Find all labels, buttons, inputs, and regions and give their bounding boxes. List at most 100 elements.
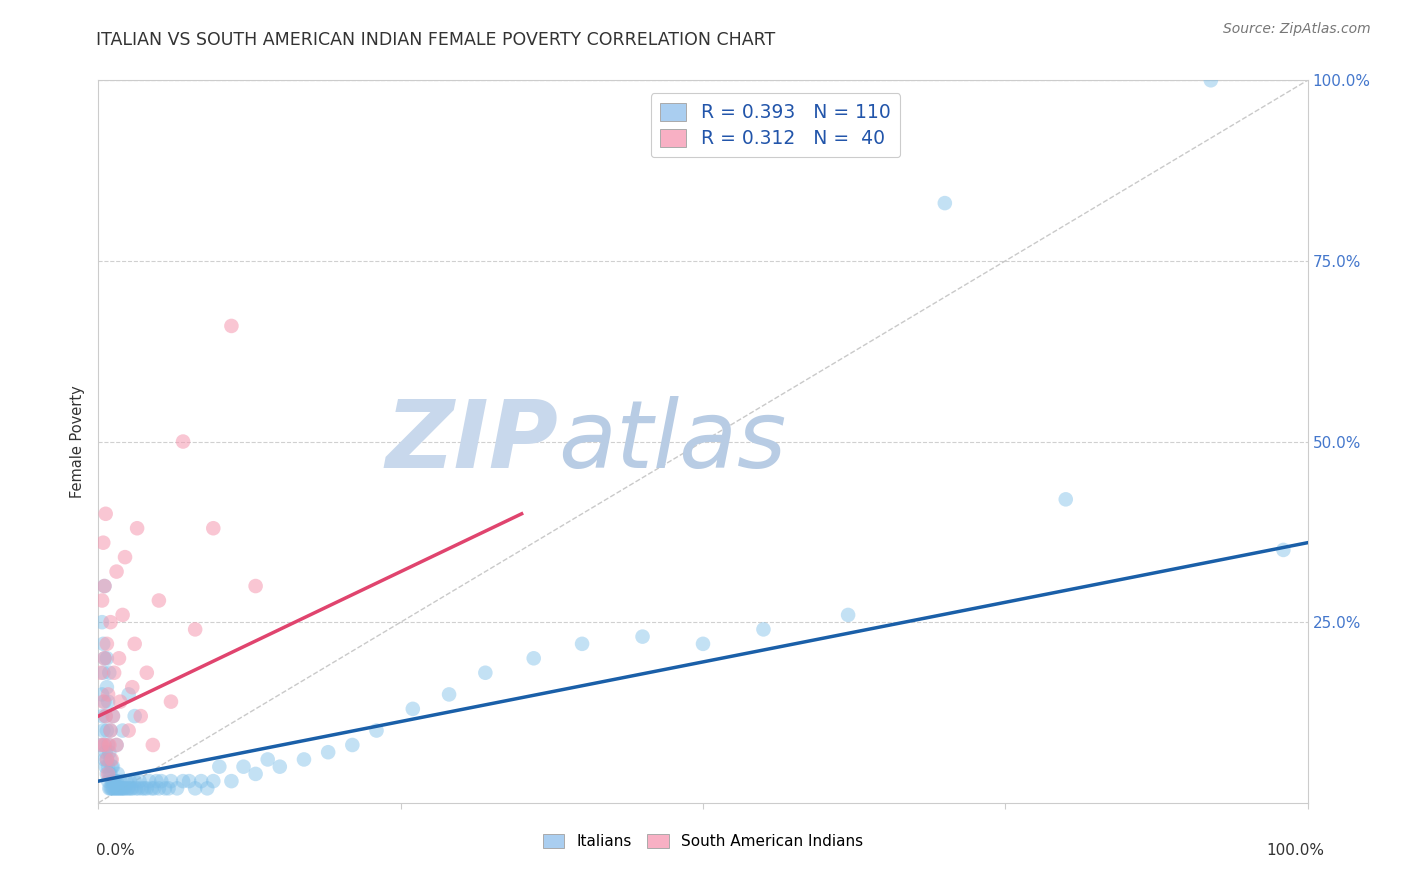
Point bbox=[104, 774, 127, 789]
Point bbox=[143, 781, 166, 796]
Point bbox=[1272, 542, 1295, 557]
Point bbox=[94, 709, 117, 723]
Point bbox=[1054, 492, 1077, 507]
Point bbox=[166, 781, 188, 796]
Point bbox=[101, 709, 124, 723]
Point bbox=[97, 687, 120, 701]
Point bbox=[98, 781, 121, 796]
Point bbox=[108, 781, 131, 796]
Text: ITALIAN VS SOUTH AMERICAN INDIAN FEMALE POVERTY CORRELATION CHART: ITALIAN VS SOUTH AMERICAN INDIAN FEMALE … bbox=[96, 31, 775, 49]
Point bbox=[127, 781, 149, 796]
Point bbox=[93, 579, 115, 593]
Point bbox=[97, 738, 120, 752]
Point bbox=[93, 651, 115, 665]
Point bbox=[104, 781, 127, 796]
Point bbox=[100, 752, 122, 766]
Point bbox=[91, 723, 114, 738]
Point bbox=[148, 593, 170, 607]
Point bbox=[103, 774, 125, 789]
Point bbox=[110, 781, 132, 796]
Point bbox=[97, 774, 120, 789]
Point bbox=[98, 665, 121, 680]
Point bbox=[148, 781, 170, 796]
Point bbox=[118, 723, 141, 738]
Point bbox=[94, 507, 117, 521]
Point bbox=[124, 637, 146, 651]
Point bbox=[120, 781, 142, 796]
Point bbox=[91, 665, 114, 680]
Point bbox=[172, 434, 194, 449]
Point bbox=[135, 665, 157, 680]
Point bbox=[103, 665, 125, 680]
Point bbox=[96, 723, 118, 738]
Point bbox=[105, 565, 128, 579]
Point bbox=[93, 579, 115, 593]
Point bbox=[269, 760, 291, 774]
Point bbox=[145, 774, 167, 789]
Point bbox=[342, 738, 364, 752]
Point bbox=[474, 665, 496, 680]
Point bbox=[101, 781, 124, 796]
Point bbox=[100, 767, 122, 781]
Point bbox=[232, 760, 254, 774]
Point bbox=[105, 774, 128, 789]
Point bbox=[91, 593, 114, 607]
Point bbox=[96, 651, 118, 665]
Point bbox=[138, 774, 160, 789]
Point bbox=[752, 623, 775, 637]
Point bbox=[100, 615, 122, 630]
Point bbox=[111, 607, 134, 622]
Point bbox=[631, 630, 654, 644]
Point bbox=[108, 774, 131, 789]
Point bbox=[117, 781, 139, 796]
Point bbox=[121, 781, 143, 796]
Legend: Italians, South American Indians: Italians, South American Indians bbox=[536, 826, 870, 856]
Point bbox=[141, 781, 163, 796]
Point bbox=[134, 781, 156, 796]
Point bbox=[366, 723, 388, 738]
Point bbox=[97, 767, 120, 781]
Point bbox=[100, 774, 122, 789]
Point bbox=[105, 738, 128, 752]
Point bbox=[96, 752, 118, 766]
Text: 100.0%: 100.0% bbox=[1267, 843, 1324, 858]
Point bbox=[108, 651, 131, 665]
Point bbox=[96, 637, 118, 651]
Point bbox=[184, 623, 207, 637]
Point bbox=[107, 767, 129, 781]
Point bbox=[96, 680, 118, 694]
Point bbox=[523, 651, 546, 665]
Point bbox=[202, 521, 225, 535]
Point bbox=[115, 774, 138, 789]
Text: atlas: atlas bbox=[558, 396, 786, 487]
Point bbox=[934, 196, 956, 211]
Point bbox=[101, 774, 124, 789]
Point bbox=[91, 535, 114, 549]
Point bbox=[98, 745, 121, 759]
Point bbox=[91, 695, 114, 709]
Point bbox=[91, 709, 114, 723]
Point bbox=[195, 781, 218, 796]
Point bbox=[100, 760, 122, 774]
Point bbox=[93, 738, 115, 752]
Point bbox=[91, 615, 114, 630]
Point bbox=[97, 695, 120, 709]
Point bbox=[184, 781, 207, 796]
Point bbox=[101, 709, 124, 723]
Point bbox=[131, 781, 153, 796]
Point bbox=[112, 781, 135, 796]
Point bbox=[135, 781, 157, 796]
Point bbox=[160, 695, 183, 709]
Point bbox=[245, 579, 267, 593]
Point bbox=[128, 774, 150, 789]
Point bbox=[94, 745, 117, 759]
Point bbox=[111, 781, 134, 796]
Point bbox=[108, 695, 131, 709]
Point bbox=[127, 521, 149, 535]
Point bbox=[114, 781, 136, 796]
Point bbox=[111, 723, 134, 738]
Point bbox=[245, 767, 267, 781]
Point bbox=[91, 738, 114, 752]
Point bbox=[114, 550, 136, 565]
Point bbox=[94, 709, 117, 723]
